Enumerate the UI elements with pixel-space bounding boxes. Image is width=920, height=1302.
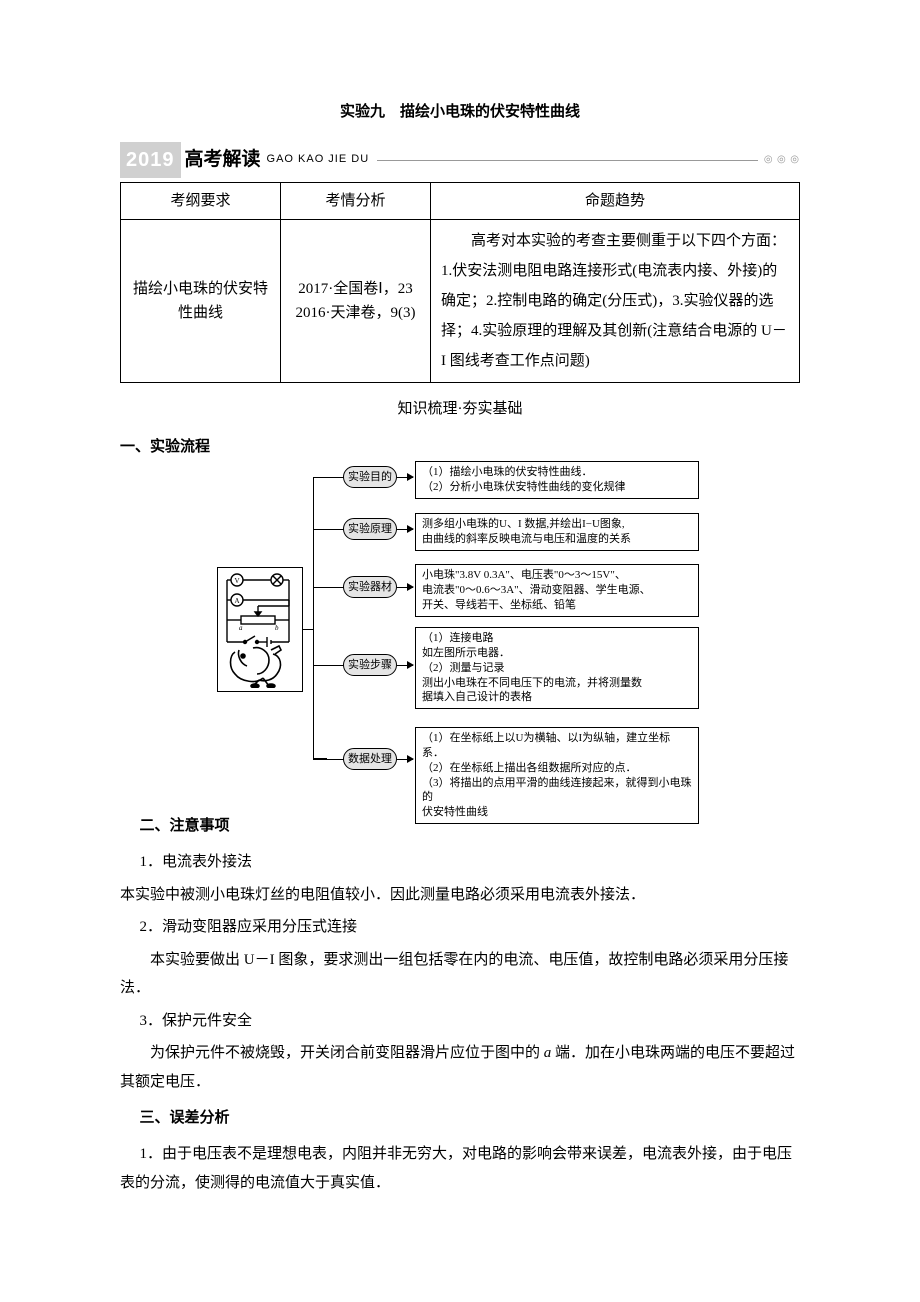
banner: 2019 高考解读 GAO KAO JIE DU ◎ ◎ ◎ [120,142,800,178]
fc-arrow-icon [397,759,413,760]
fc-text: （1）连接电路 [422,631,692,646]
fc-tag-data: 数据处理 [343,748,397,770]
banner-dots-icon: ◎ ◎ ◎ [764,152,800,168]
fc-arrow-icon [397,587,413,588]
fc-box-data: （1）在坐标纸上以U为横轴、以I为纵轴，建立坐标系． （2）在坐标纸上描出各组数… [415,727,699,824]
fc-text: （2）分析小电珠伏安特性曲线的变化规律 [422,480,692,495]
fc-text: （1）在坐标纸上以U为横轴、以I为纵轴，建立坐标系． [422,731,692,761]
td-req: 描绘小电珠的伏安特性曲线 [121,220,281,383]
fc-text: 测出小电珠在不同电压下的电流，并将测量数 [422,676,692,691]
table-row: 描绘小电珠的伏安特性曲线 2017·全国卷Ⅰ，23 2016·天津卷，9(3) … [121,220,800,383]
analysis-line2: 2016·天津卷，9(3) [291,301,420,325]
circuit-box: V A a b [217,567,303,692]
fc-text: 如左图所示电器． [422,646,692,661]
s2-p2-body: 本实验要做出 U－I 图象，要求测出一组包括零在内的电流、电压值，故控制电路必须… [120,946,800,1003]
fc-tag-steps: 实验步骤 [343,654,397,676]
fc-tag-equipment: 实验器材 [343,576,397,598]
s2-p1-label: 1．电流表外接法 [120,848,800,877]
s2-p3-body: 为保护元件不被烧毁，开关闭合前变阻器滑片应位于图中的 a 端．加在小电珠两端的电… [120,1039,800,1096]
exam-table: 考纲要求 考情分析 命题趋势 描绘小电珠的伏安特性曲线 2017·全国卷Ⅰ，23… [120,182,800,383]
fc-connector [303,629,313,630]
fc-spine [313,477,327,759]
svg-text:A: A [234,597,239,605]
flowchart: V A a b [215,469,705,804]
svg-text:a: a [239,624,243,632]
fc-box-purpose: （1）描绘小电珠的伏安特性曲线． （2）分析小电珠伏安特性曲线的变化规律 [415,461,699,499]
fc-text: 开关、导线若干、坐标纸、铅笔 [422,598,692,613]
fc-text: 据填入自己设计的表格 [422,690,692,705]
fc-arrow-icon [397,665,413,666]
fc-text: 伏安特性曲线 [422,805,692,820]
s2-p1-body: 本实验中被测小电珠灯丝的电阻值较小．因此测量电路必须采用电流表外接法． [120,881,800,910]
banner-line [377,160,758,161]
fc-branch [313,665,327,666]
s3-p1: 1．由于电压表不是理想电表，内阻并非无穷大，对电路的影响会带来误差，电流表外接，… [120,1140,800,1197]
circuit-diagram-icon: V A a b [223,570,299,688]
fc-arrow-icon [397,529,413,530]
fc-box-equipment: 小电珠"3.8V 0.3A"、电压表"0～3～15V"、 电流表"0～0.6～3… [415,564,699,617]
td-trend: 高考对本实验的考查主要侧重于以下四个方面：1.伏安法测电阻电路连接形式(电流表内… [431,220,800,383]
fc-text: 由曲线的斜率反映电流与电压和温度的关系 [422,532,692,547]
th-req: 考纲要求 [121,183,281,220]
th-trend: 命题趋势 [431,183,800,220]
fc-tag-purpose: 实验目的 [343,466,397,488]
fc-branch [313,529,327,530]
table-row: 考纲要求 考情分析 命题趋势 [121,183,800,220]
fc-tag-principle: 实验原理 [343,518,397,540]
th-analysis: 考情分析 [281,183,431,220]
fc-text: （3）将描出的点用平滑的曲线连接起来，就得到小电珠的 [422,776,692,806]
svg-text:b: b [275,624,279,632]
fc-text: 电流表"0～0.6～3A"、滑动变阻器、学生电源、 [422,583,692,598]
fc-text: 测多组小电珠的U、I 数据,并绘出I−U图象, [422,517,692,532]
fc-box-steps: （1）连接电路 如左图所示电器． （2）测量与记录 测出小电珠在不同电压下的电流… [415,627,699,709]
section1-heading: 一、实验流程 [120,435,800,459]
fc-branch [313,759,327,760]
td-analysis: 2017·全国卷Ⅰ，23 2016·天津卷，9(3) [281,220,431,383]
banner-pinyin: GAO KAO JIE DU [267,151,370,169]
fc-branch [313,587,327,588]
page-title: 实验九 描绘小电珠的伏安特性曲线 [120,100,800,124]
banner-label: 高考解读 [185,145,261,175]
s2-p3-label: 3．保护元件安全 [120,1007,800,1036]
s2-p2-label: 2．滑动变阻器应采用分压式连接 [120,913,800,942]
analysis-line1: 2017·全国卷Ⅰ，23 [291,277,420,301]
svg-text:V: V [234,577,239,585]
section3-heading: 三、误差分析 [120,1106,800,1130]
fc-box-principle: 测多组小电珠的U、I 数据,并绘出I−U图象, 由曲线的斜率反映电流与电压和温度… [415,513,699,551]
fc-text: 小电珠"3.8V 0.3A"、电压表"0～3～15V"、 [422,568,692,583]
banner-year: 2019 [120,142,181,178]
fc-branch [313,477,327,478]
subtitle: 知识梳理·夯实基础 [120,397,800,421]
fc-text: （2）测量与记录 [422,661,692,676]
fc-text: （2）在坐标纸上描出各组数据所对应的点． [422,761,692,776]
fc-arrow-icon [397,477,413,478]
fc-text: （1）描绘小电珠的伏安特性曲线． [422,465,692,480]
